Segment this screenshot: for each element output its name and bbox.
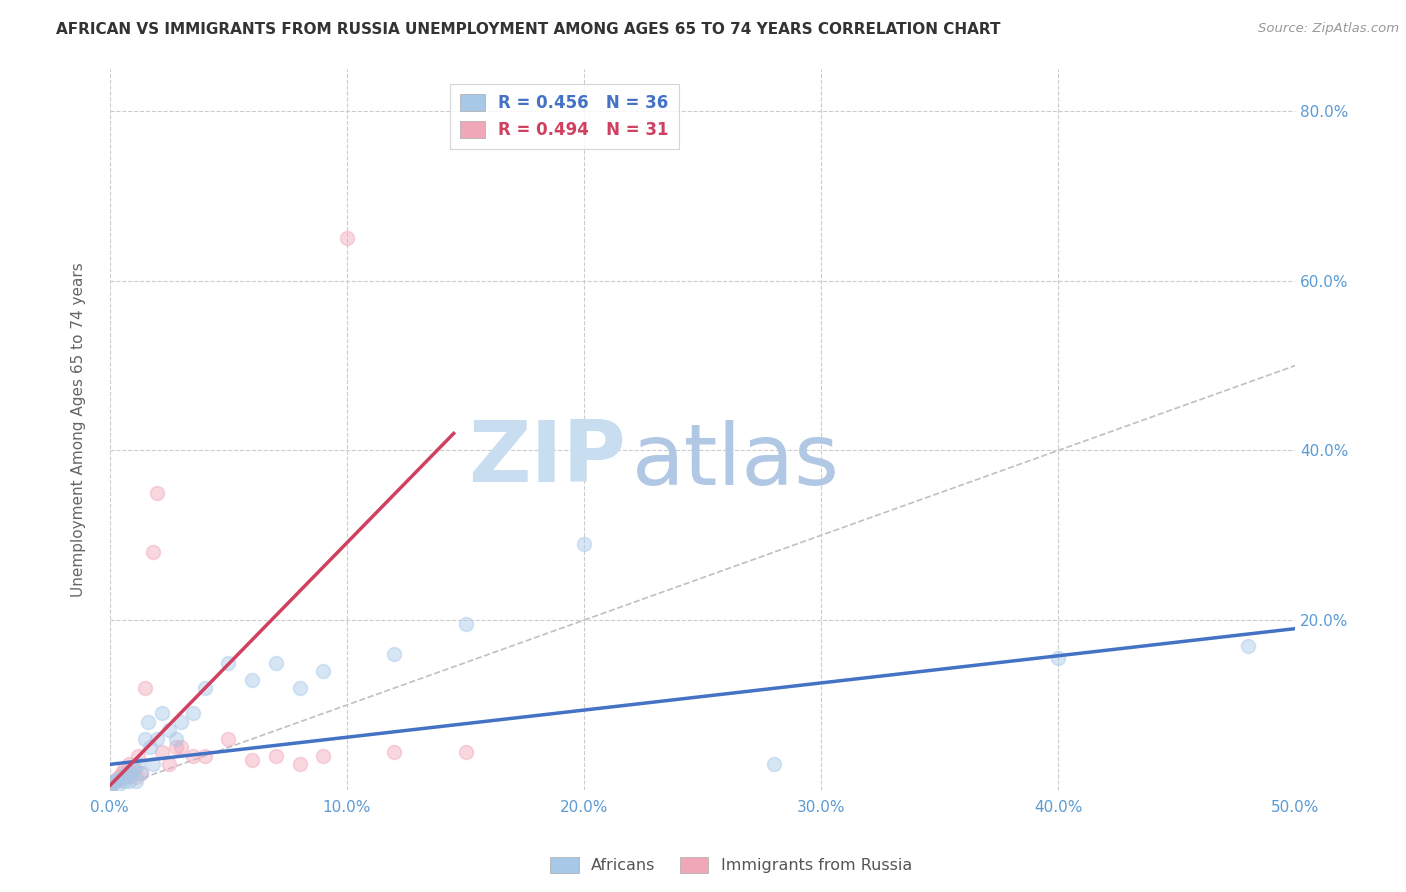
Point bbox=[111, 765, 134, 780]
Point bbox=[181, 748, 204, 763]
Point bbox=[105, 772, 128, 787]
Point bbox=[170, 714, 193, 729]
Legend: Africans, Immigrants from Russia: Africans, Immigrants from Russia bbox=[543, 850, 920, 880]
Point bbox=[454, 745, 477, 759]
Point bbox=[134, 731, 156, 746]
Point bbox=[118, 774, 141, 789]
Point bbox=[146, 485, 169, 500]
Point bbox=[101, 776, 124, 790]
Point bbox=[572, 537, 595, 551]
Point bbox=[217, 731, 239, 746]
Point bbox=[1237, 639, 1260, 653]
Text: atlas: atlas bbox=[631, 420, 839, 503]
Point bbox=[115, 770, 138, 784]
Point bbox=[146, 731, 169, 746]
Point bbox=[111, 770, 134, 784]
Point bbox=[136, 714, 159, 729]
Point bbox=[125, 774, 148, 789]
Point bbox=[384, 647, 406, 661]
Point bbox=[104, 774, 127, 789]
Point bbox=[141, 545, 163, 559]
Point bbox=[157, 723, 180, 738]
Point bbox=[98, 779, 121, 793]
Point bbox=[112, 774, 135, 789]
Point bbox=[762, 757, 785, 772]
Point bbox=[165, 740, 187, 755]
Point bbox=[108, 770, 131, 784]
Y-axis label: Unemployment Among Ages 65 to 74 years: Unemployment Among Ages 65 to 74 years bbox=[72, 262, 86, 597]
Point bbox=[122, 762, 145, 776]
Point bbox=[157, 757, 180, 772]
Point bbox=[134, 681, 156, 695]
Point bbox=[118, 757, 141, 772]
Point bbox=[98, 779, 121, 793]
Point bbox=[312, 664, 335, 678]
Point bbox=[288, 757, 311, 772]
Point bbox=[108, 777, 131, 791]
Legend: R = 0.456   N = 36, R = 0.494   N = 31: R = 0.456 N = 36, R = 0.494 N = 31 bbox=[450, 84, 679, 149]
Point bbox=[336, 231, 359, 245]
Point bbox=[129, 765, 152, 780]
Point bbox=[127, 748, 149, 763]
Point bbox=[181, 706, 204, 721]
Point bbox=[240, 753, 263, 767]
Point bbox=[240, 673, 263, 687]
Point bbox=[101, 776, 124, 790]
Point bbox=[384, 745, 406, 759]
Text: ZIP: ZIP bbox=[468, 417, 626, 500]
Point bbox=[194, 748, 217, 763]
Point bbox=[141, 757, 163, 772]
Point bbox=[112, 762, 135, 776]
Point bbox=[264, 656, 287, 670]
Point bbox=[122, 762, 145, 776]
Point bbox=[150, 706, 173, 721]
Point bbox=[194, 681, 217, 695]
Point bbox=[105, 774, 128, 789]
Text: Source: ZipAtlas.com: Source: ZipAtlas.com bbox=[1258, 22, 1399, 36]
Point bbox=[1047, 651, 1070, 665]
Point bbox=[120, 765, 142, 780]
Point bbox=[125, 770, 148, 784]
Point bbox=[150, 745, 173, 759]
Point bbox=[120, 767, 142, 781]
Point bbox=[115, 765, 138, 780]
Point bbox=[165, 731, 187, 746]
Point bbox=[127, 757, 149, 772]
Point bbox=[129, 765, 152, 780]
Point bbox=[104, 772, 127, 787]
Text: AFRICAN VS IMMIGRANTS FROM RUSSIA UNEMPLOYMENT AMONG AGES 65 TO 74 YEARS CORRELA: AFRICAN VS IMMIGRANTS FROM RUSSIA UNEMPL… bbox=[56, 22, 1001, 37]
Point bbox=[139, 740, 162, 755]
Point bbox=[264, 748, 287, 763]
Point bbox=[217, 656, 239, 670]
Point bbox=[312, 748, 335, 763]
Point bbox=[288, 681, 311, 695]
Point bbox=[454, 617, 477, 632]
Point bbox=[170, 740, 193, 755]
